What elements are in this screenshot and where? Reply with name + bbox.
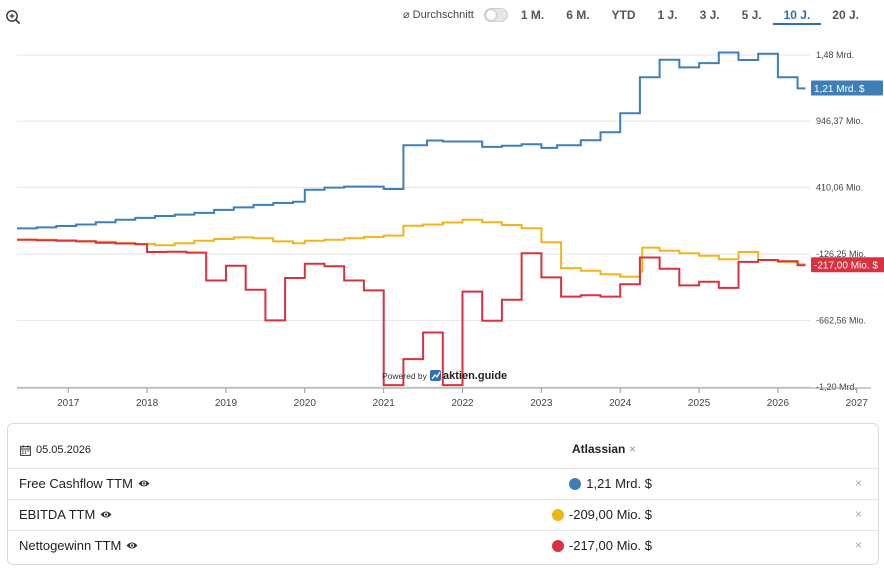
metric-row: Nettogewinn TTM -217,00 Mio. $ × [8, 530, 878, 561]
range-button-ytd[interactable]: YTD [611, 8, 636, 22]
range-button-3-j[interactable]: 3 J. [699, 8, 720, 22]
eye-icon[interactable] [138, 479, 150, 488]
series-line-nettogewinn-ttm [17, 238, 806, 387]
metric-value-text: -217,00 Mio. $ [568, 538, 652, 553]
range-button-6-m[interactable]: 6 M. [566, 8, 590, 22]
x-tick-label: 2020 [294, 398, 317, 409]
y-tick-label: 410,06 Mio. [816, 183, 863, 193]
metric-value: -217,00 Mio. $ [551, 538, 652, 553]
chart-toolbar: ⌀ Durchschnitt 1 M. 6 M. YTD 1 J. 3 J. 5 J. 10… [0, 0, 884, 32]
metric-value: -209,00 Mio. $ [551, 507, 652, 522]
metric-row: EBITDA TTM -209,00 Mio. $ × [8, 499, 878, 531]
remove-metric-button[interactable]: × [854, 538, 862, 552]
watermark-prefix: Powered by [382, 371, 428, 381]
range-button-5-j[interactable]: 5 J. [741, 8, 762, 22]
data-panel: 05.05.2026 Atlassian × Free Cashflow TTM… [7, 423, 879, 565]
end-label-box [811, 257, 884, 273]
brand-logo-arrow [431, 371, 441, 380]
series-line-free-cashflow-ttm [17, 51, 806, 230]
series-color-dot [551, 508, 564, 521]
x-tick-label: 2022 [451, 398, 474, 409]
x-tick-label: 2019 [215, 398, 238, 409]
line-chart: 1,48 Mrd. 946,37 Mio. 410,06 Mio. -126,25 M… [17, 50, 884, 409]
metric-name: Nettogewinn TTM [19, 538, 122, 553]
toggle-knob [486, 10, 496, 20]
y-tick-label: -662,56 Mio. [816, 315, 866, 325]
x-tick-label: 2021 [373, 398, 396, 409]
x-tick-label: 2017 [57, 398, 80, 409]
x-tick-label: 2023 [530, 398, 553, 409]
time-range-selector: 1 M. 6 M. YTD 1 J. 3 J. 5 J. 10 J. 20 J. [510, 7, 870, 25]
panel-header: 05.05.2026 Atlassian × [8, 424, 878, 469]
range-button-10-j[interactable]: 10 J. [772, 7, 822, 25]
metric-name: EBITDA TTM [19, 507, 96, 522]
series-line-ebitda-ttm [17, 218, 806, 278]
eye-icon[interactable] [100, 510, 112, 519]
remove-metric-button[interactable]: × [854, 507, 862, 521]
remove-company-button[interactable]: × [629, 442, 637, 456]
y-tick-label: 1,48 Mrd. [816, 50, 854, 60]
x-tick-label: 2025 [688, 398, 711, 409]
average-toggle-label: ⌀ Durchschnitt [403, 9, 474, 21]
y-tick-label: -1,20 Mrd. [816, 382, 857, 392]
average-toggle[interactable] [484, 8, 508, 22]
zoom-in-icon[interactable] [5, 9, 21, 25]
y-tick-label: -126,25 Mio. [816, 249, 866, 259]
series-color-dot [551, 539, 564, 552]
end-value-label: -217,00 Mio. $ [814, 261, 878, 272]
date-display: 05.05.2026 [20, 444, 91, 456]
metric-row: Free Cashflow TTM 1,21 Mrd. $ × [8, 468, 878, 500]
x-tick-label: 2018 [136, 398, 159, 409]
metric-value-text: -209,00 Mio. $ [568, 507, 652, 522]
metric-value-text: 1,21 Mrd. $ [586, 476, 652, 491]
metric-label: EBITDA TTM [19, 507, 112, 522]
date-text: 05.05.2026 [36, 444, 92, 456]
x-tick-label: 2027 [846, 398, 869, 409]
y-tick-label: 946,37 Mio. [816, 116, 863, 126]
watermark-brand: aktien.guide [443, 370, 507, 382]
x-tick-label: 2026 [767, 398, 790, 409]
company-name: Atlassian [572, 442, 626, 456]
eye-icon[interactable] [126, 541, 138, 550]
series-color-dot [569, 477, 582, 490]
metric-label: Free Cashflow TTM [19, 476, 150, 491]
metric-name: Free Cashflow TTM [19, 476, 133, 491]
metric-value: 1,21 Mrd. $ [569, 476, 652, 491]
end-label-box [811, 80, 883, 96]
end-value-label: 1,21 Mrd. $ [814, 84, 865, 95]
range-button-1-j[interactable]: 1 J. [657, 8, 678, 22]
remove-metric-button[interactable]: × [854, 476, 862, 490]
range-button-20-j[interactable]: 20 J. [832, 8, 859, 22]
calendar-icon [20, 444, 31, 456]
metric-label: Nettogewinn TTM [19, 538, 138, 553]
range-button-1-m[interactable]: 1 M. [520, 8, 545, 22]
x-tick-label: 2024 [609, 398, 632, 409]
